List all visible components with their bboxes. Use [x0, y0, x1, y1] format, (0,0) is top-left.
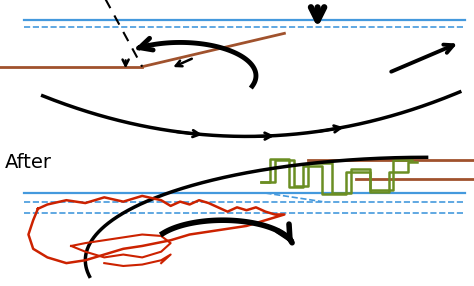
Text: After: After: [5, 153, 52, 172]
